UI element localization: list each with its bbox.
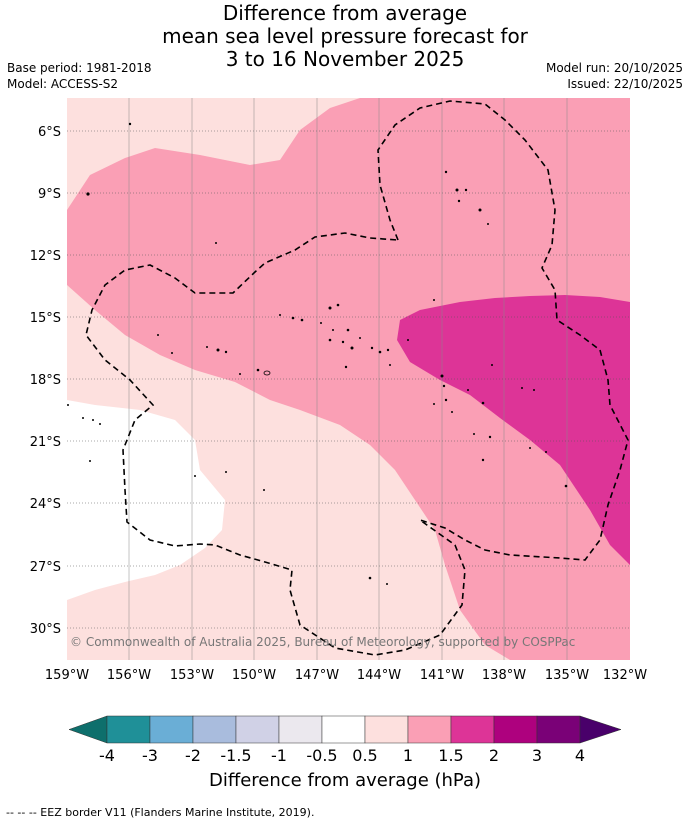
colorbar-segment bbox=[192, 715, 237, 744]
colorbar-tick-label: -1.5 bbox=[220, 746, 251, 765]
copyright-text: © Commonwealth of Australia 2025, Bureau… bbox=[70, 635, 575, 649]
lon-label: 159°W bbox=[45, 668, 89, 683]
meta-right: Model run: 20/10/2025 Issued: 22/10/2025 bbox=[546, 60, 683, 92]
map-title: Difference from average mean sea level p… bbox=[0, 2, 690, 71]
lon-label: 141°W bbox=[420, 668, 464, 683]
colorbar-segment bbox=[536, 715, 581, 744]
colorbar-tick-label: -3 bbox=[142, 746, 158, 765]
lat-label: 30°S bbox=[30, 622, 61, 637]
colorbar-segment bbox=[364, 715, 409, 744]
latitude-labels: 6°S 9°S 12°S 15°S 18°S 21°S 24°S 27°S 30… bbox=[30, 125, 61, 637]
colorbar-tick-label: -0.5 bbox=[306, 746, 337, 765]
lon-label: 147°W bbox=[295, 668, 339, 683]
lat-label: 24°S bbox=[30, 497, 61, 512]
lon-label: 132°W bbox=[603, 668, 647, 683]
colorbar-segment bbox=[321, 715, 366, 744]
title-line-2: mean sea level pressure forecast for bbox=[162, 24, 528, 48]
map-panel: © Commonwealth of Australia 2025, Bureau… bbox=[67, 98, 630, 660]
anomaly-band-below-0.5 bbox=[67, 400, 225, 600]
colorbar-tick-label: 3 bbox=[532, 746, 542, 765]
eez-border bbox=[85, 100, 629, 656]
lat-label: 6°S bbox=[38, 125, 61, 140]
colorbar-segment bbox=[278, 715, 323, 744]
colorbar-tick-label: -2 bbox=[185, 746, 201, 765]
title-line-1: Difference from average bbox=[222, 1, 468, 25]
model-name: Model: ACCESS-S2 bbox=[7, 77, 119, 91]
colorbar-extend-high bbox=[579, 715, 622, 744]
pressure-map: © Commonwealth of Australia 2025, Bureau… bbox=[30, 98, 647, 765]
colorbar-segment bbox=[407, 715, 452, 744]
colorbar-ticks: -4 -3 -2 -1.5 -1 -0.5 0.5 1 1.5 2 3 4 bbox=[99, 746, 585, 765]
lat-label: 21°S bbox=[30, 435, 61, 450]
colorbar-tick-label: 2 bbox=[489, 746, 499, 765]
lon-label: 153°W bbox=[170, 668, 214, 683]
colorbar-tick-label: -1 bbox=[271, 746, 287, 765]
colorbar-segment bbox=[106, 715, 151, 744]
colorbar-segment bbox=[235, 715, 280, 744]
islands bbox=[67, 122, 568, 585]
colorbar-segment bbox=[493, 715, 538, 744]
lat-label: 15°S bbox=[30, 311, 61, 326]
colorbar-tick-label: -4 bbox=[99, 746, 115, 765]
longitude-labels: 159°W 156°W 153°W 150°W 147°W 144°W 141°… bbox=[45, 668, 647, 683]
lon-label: 156°W bbox=[107, 668, 151, 683]
lon-label: 144°W bbox=[357, 668, 401, 683]
meridians bbox=[128, 98, 568, 660]
colorbar-segment bbox=[450, 715, 495, 744]
lat-label: 18°S bbox=[30, 373, 61, 388]
anomaly-band-1-1.5 bbox=[67, 98, 630, 660]
lat-label: 12°S bbox=[30, 249, 61, 264]
colorbar-extend-low bbox=[68, 715, 108, 744]
colorbar-segment bbox=[149, 715, 194, 744]
lon-label: 150°W bbox=[232, 668, 276, 683]
lon-label: 135°W bbox=[545, 668, 589, 683]
base-period: Base period: 1981-2018 bbox=[7, 61, 152, 75]
meta-left: Base period: 1981-2018 Model: ACCESS-S2 bbox=[7, 60, 152, 92]
colorbar-tick-label: 1 bbox=[403, 746, 413, 765]
colorbar-tick-label: 0.5 bbox=[352, 746, 377, 765]
colorbar-tick-label: 4 bbox=[575, 746, 585, 765]
anomaly-band-1.5-2 bbox=[397, 295, 630, 565]
colorbar bbox=[68, 715, 622, 744]
lat-label: 9°S bbox=[38, 187, 61, 202]
colorbar-label: Difference from average (hPa) bbox=[208, 770, 482, 791]
graticule bbox=[67, 130, 630, 629]
footer-legend: -- -- -- EEZ border V11 (Flanders Marine… bbox=[6, 806, 315, 819]
model-run: Model run: 20/10/2025 bbox=[545, 61, 683, 75]
lon-label: 138°W bbox=[482, 668, 526, 683]
colorbar-tick-label: 1.5 bbox=[438, 746, 463, 765]
atoll-outline bbox=[263, 370, 271, 376]
lat-label: 27°S bbox=[30, 560, 61, 575]
issued-date: Issued: 22/10/2025 bbox=[567, 77, 683, 91]
title-line-3: 3 to 16 November 2025 bbox=[225, 47, 465, 71]
